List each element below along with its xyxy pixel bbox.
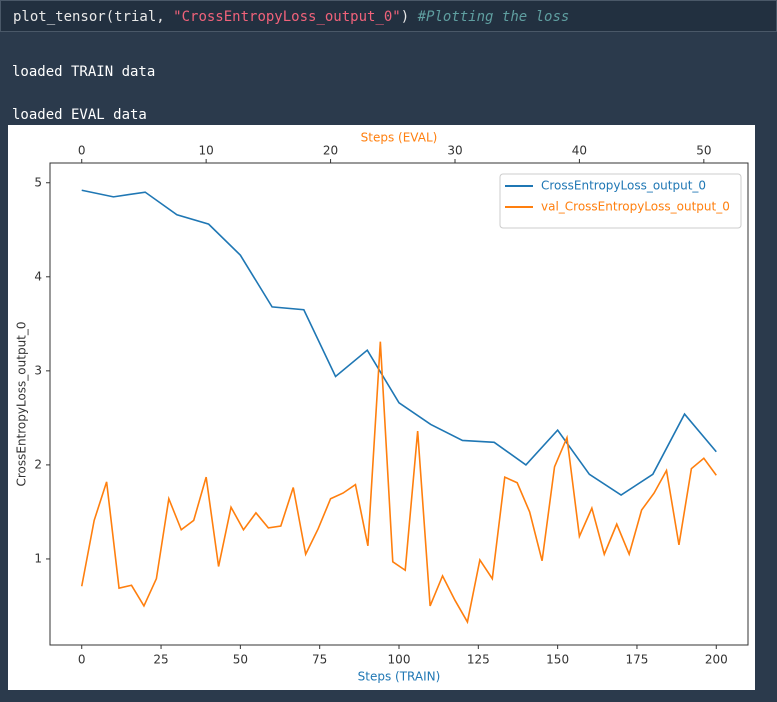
- x-tick-label: 0: [78, 653, 86, 667]
- x-tick-label: 25: [153, 653, 168, 667]
- x-tick-label: 175: [626, 653, 649, 667]
- y-tick-label: 4: [34, 269, 42, 283]
- y-tick-label: 1: [34, 551, 42, 565]
- x-tick-label: 50: [233, 653, 248, 667]
- y-tick-label: 3: [34, 363, 42, 377]
- x-tick-label: 150: [546, 653, 569, 667]
- y-tick-label: 2: [34, 457, 42, 471]
- plot-frame: [49, 162, 749, 646]
- legend-label: CrossEntropyLoss_output_0: [541, 179, 706, 193]
- code: ): [400, 9, 410, 25]
- legend-label: val_CrossEntropyLoss_output_0: [541, 200, 730, 214]
- x2-axis-label: Steps (EVAL): [361, 131, 438, 145]
- x-tick-label: 200: [705, 653, 728, 667]
- x2-tick-label: 40: [572, 144, 587, 158]
- x-axis-label: Steps (TRAIN): [358, 670, 441, 684]
- code: plot_tensor(trial,: [13, 9, 174, 25]
- x2-tick-label: 30: [447, 144, 462, 158]
- x-tick-label: 100: [388, 653, 411, 667]
- code-comment: #Plotting the loss: [417, 9, 570, 25]
- output-line: loaded EVAL data: [12, 106, 147, 123]
- output-line: loaded TRAIN data: [12, 63, 156, 80]
- x2-tick-label: 20: [323, 144, 338, 158]
- series-line: [81, 189, 717, 496]
- y-tick-label: 5: [34, 175, 42, 189]
- legend-box: [499, 173, 742, 229]
- x-tick-label: 125: [467, 653, 490, 667]
- code-cell[interactable]: plot_tensor(trial, "CrossEntropyLoss_out…: [0, 0, 777, 32]
- x2-tick-label: 10: [199, 144, 214, 158]
- x2-tick-label: 50: [696, 144, 711, 158]
- series-line: [80, 341, 717, 625]
- x2-tick-label: 0: [78, 144, 86, 158]
- y-axis-label: CrossEntropyLoss_output_0: [15, 321, 29, 486]
- x-tick-label: 75: [312, 653, 327, 667]
- code-string: "CrossEntropyLoss_output_0": [173, 9, 401, 25]
